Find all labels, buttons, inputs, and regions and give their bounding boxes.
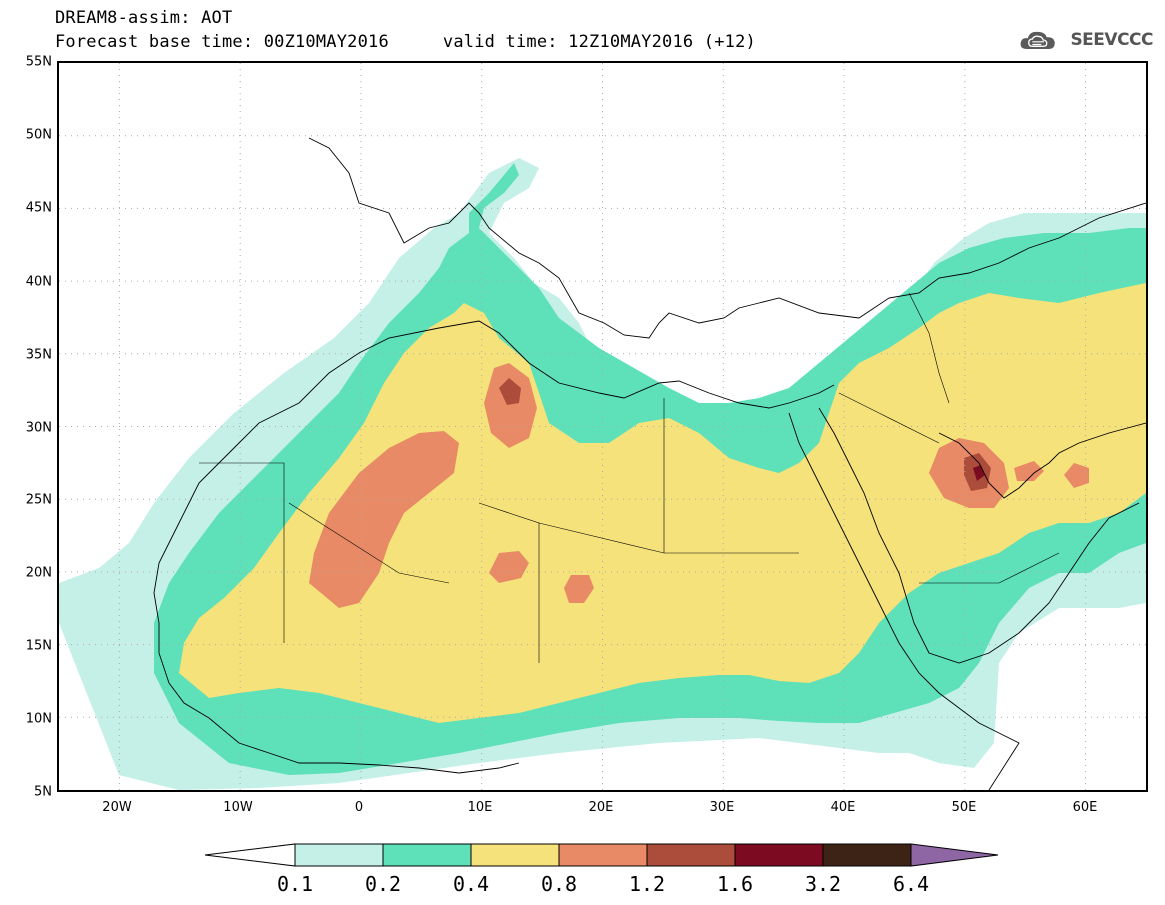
coastlines [153, 137, 1146, 790]
lon-tick: 0 [354, 800, 364, 815]
colorbar-segment-high-arrow [910, 843, 999, 867]
colorbar-segment [558, 843, 648, 867]
lat-tick: 35N [25, 347, 52, 363]
colorbar-segment [734, 843, 824, 867]
lon-tick: 20W [102, 800, 132, 815]
border-mauritania [199, 462, 285, 643]
aot-contour-1.2-libyan [499, 378, 521, 405]
border-iran-iraq [908, 292, 950, 404]
colorbar-label: 6.4 [892, 872, 930, 896]
time-info: Forecast base time: 00Z10MAY2016 valid ti… [55, 32, 756, 52]
lat-tick: 45N [25, 200, 52, 216]
colorbar-label: 0.2 [364, 872, 402, 896]
colorbar-segment [294, 843, 384, 867]
lon-tick: 10W [223, 800, 253, 815]
aot-contour-0.8-chad [489, 551, 529, 583]
aot-contour-0.8-uae [1014, 461, 1044, 481]
colorbar-segment [382, 843, 472, 867]
seevccc-logo: SEEVCCC [1018, 26, 1153, 54]
lat-tick: 25N [25, 492, 52, 508]
colorbar-segment [646, 843, 736, 867]
lon-tick: 10E [467, 800, 493, 815]
colorbar [205, 843, 999, 867]
border-niger-chad [478, 502, 540, 663]
map-title: DREAM8-assim: AOT [55, 8, 233, 28]
lat-tick: 40N [25, 274, 52, 290]
forecast-base-time: Forecast base time: 00Z10MAY2016 [55, 32, 389, 52]
lat-tick: 10N [25, 711, 52, 727]
aot-contour-0.8-sudan [564, 575, 594, 603]
coastline-west-africa [153, 422, 520, 774]
border-algeria-mali [288, 502, 450, 584]
lat-tick: 15N [25, 638, 52, 654]
lat-tick: 55N [25, 54, 52, 70]
coastline-red-sea [788, 412, 940, 694]
colorbar-label: 0.8 [540, 872, 578, 896]
logo-text: SEEVCCC [1070, 30, 1153, 50]
lon-tick: 30E [709, 800, 735, 815]
aot-shading [59, 158, 1146, 790]
colorbar-label: 1.2 [628, 872, 666, 896]
cloud-icon [1020, 31, 1055, 49]
lat-tick: 30N [25, 420, 52, 436]
aot-contour-0.4 [179, 283, 1146, 723]
colorbar-segment-low-arrow [205, 843, 296, 867]
border-libya-chad [538, 522, 665, 554]
colorbar-label: 3.2 [804, 872, 842, 896]
lat-tick: 5N [34, 784, 52, 800]
coastline-north-africa [258, 320, 835, 424]
lat-tick: 50N [25, 127, 52, 143]
colorbar-label: 0.4 [452, 872, 490, 896]
coastline-horn-africa [938, 692, 1020, 790]
coastline-arabia [818, 407, 1140, 664]
aot-map [57, 61, 1148, 792]
colorbar-segment [822, 843, 912, 867]
lon-tick: 60E [1072, 800, 1098, 815]
colorbar-segment [470, 843, 560, 867]
valid-time: valid time: 12Z10MAY2016 (+12) [442, 32, 756, 52]
lat-tick: 20N [25, 565, 52, 581]
lon-tick: 50E [951, 800, 977, 815]
coastline-persian-gulf [938, 422, 1146, 499]
lon-tick: 40E [830, 800, 856, 815]
coastline-europe [308, 137, 1146, 339]
map-canvas [59, 63, 1146, 790]
country-borders [199, 292, 1060, 663]
border-saudi-iraq [838, 392, 940, 444]
aot-contour-0.8-saharan [309, 431, 459, 608]
lon-tick: 20E [588, 800, 614, 815]
aot-contour-0.8-oman [1064, 463, 1089, 488]
colorbar-label: 0.1 [276, 872, 314, 896]
colorbar-label: 1.6 [716, 872, 754, 896]
border-saudi-yemen [919, 552, 1060, 584]
